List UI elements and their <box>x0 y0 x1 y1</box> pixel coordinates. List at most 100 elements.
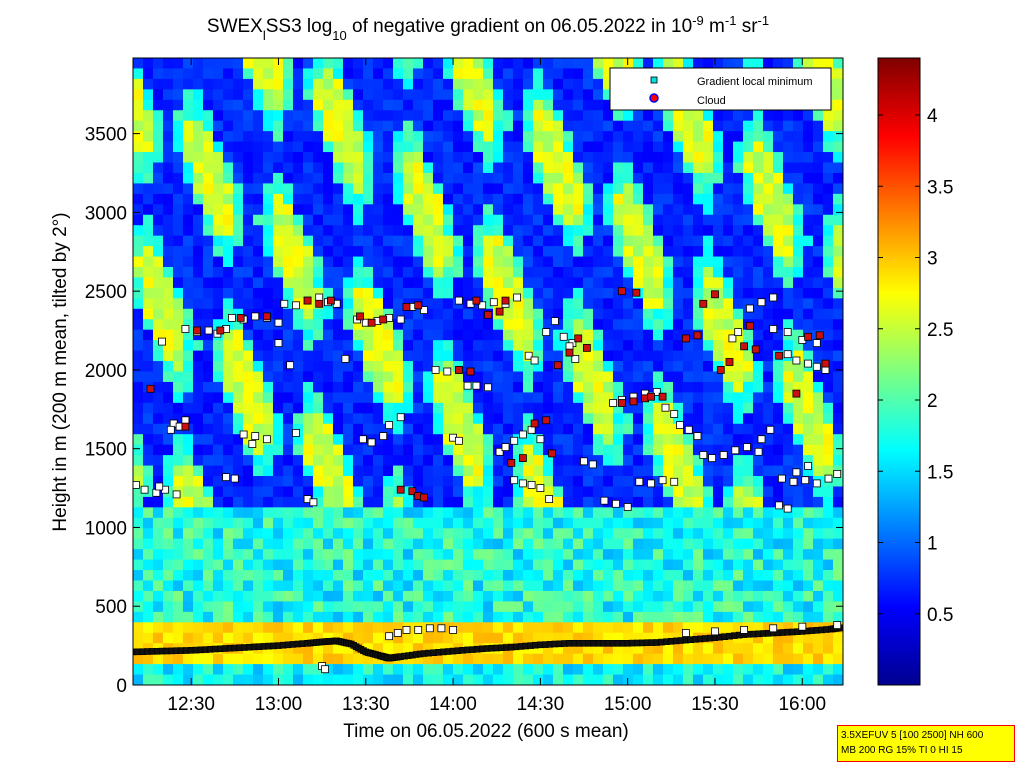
heatmap-cell <box>333 152 344 164</box>
gradient-minimum-point <box>766 425 775 434</box>
heatmap-cell <box>323 267 334 279</box>
heatmap-cell <box>423 643 434 655</box>
heatmap-cell <box>433 58 444 70</box>
x-tick-label: 13:30 <box>342 694 390 715</box>
heatmap-cell <box>193 549 204 561</box>
heatmap-cell <box>433 413 444 425</box>
heatmap-cell <box>803 371 814 383</box>
heatmap-cell <box>683 528 694 540</box>
heatmap-cell <box>553 643 564 655</box>
heatmap-cell <box>203 204 214 216</box>
heatmap-cell <box>433 319 444 331</box>
heatmap-cell <box>473 423 484 435</box>
heatmap-cell <box>263 611 274 623</box>
heatmap-cell <box>763 340 774 352</box>
heatmap-cell <box>703 172 714 184</box>
heatmap-cell <box>653 434 664 446</box>
heatmap-cell <box>393 204 404 216</box>
heatmap-cell <box>563 183 574 195</box>
heatmap-cell <box>503 674 514 685</box>
heatmap-cell <box>423 78 434 90</box>
heatmap-cell <box>373 601 384 613</box>
heatmap-cell <box>433 235 444 247</box>
heatmap-cell <box>783 58 794 70</box>
heatmap-cell <box>273 183 284 195</box>
heatmap-cell <box>343 559 354 571</box>
heatmap-cell <box>583 193 594 205</box>
heatmap-cell <box>193 538 204 550</box>
heatmap-cell <box>353 653 364 665</box>
heatmap-cell <box>243 361 254 373</box>
heatmap-cell <box>663 329 674 341</box>
heatmap-cell <box>533 674 544 685</box>
heatmap-cell <box>723 538 734 550</box>
heatmap-cell <box>173 674 184 685</box>
heatmap-cell <box>403 193 414 205</box>
heatmap-cell <box>433 611 444 623</box>
heatmap-cell <box>793 193 804 205</box>
heatmap-cell <box>243 528 254 540</box>
heatmap-cell <box>713 225 724 237</box>
heatmap-cell <box>623 413 634 425</box>
heatmap-cell <box>623 423 634 435</box>
heatmap-cell <box>723 601 734 613</box>
heatmap-cell <box>813 141 824 153</box>
heatmap-cell <box>783 256 794 268</box>
heatmap-cell <box>363 225 374 237</box>
heatmap-cell <box>623 162 634 174</box>
heatmap-cell <box>693 183 704 195</box>
heatmap-cell <box>213 601 224 613</box>
heatmap-cell <box>573 256 584 268</box>
heatmap-cell <box>533 381 544 393</box>
heatmap-cell <box>623 549 634 561</box>
heatmap-cell <box>343 423 354 435</box>
heatmap-cell <box>223 392 234 404</box>
heatmap-cell <box>373 381 384 393</box>
y-tick-label: 1500 <box>85 440 127 461</box>
heatmap-cell <box>373 611 384 623</box>
heatmap-cell <box>573 152 584 164</box>
heatmap-cell <box>583 256 594 268</box>
heatmap-cell <box>533 444 544 456</box>
heatmap-cell <box>783 277 794 289</box>
heatmap-cell <box>203 246 214 258</box>
heatmap-cell <box>313 371 324 383</box>
heatmap-cell <box>583 580 594 592</box>
heatmap-cell <box>473 549 484 561</box>
heatmap-cell <box>593 340 604 352</box>
heatmap-cell <box>613 329 624 341</box>
heatmap-cell <box>303 277 314 289</box>
heatmap-cell <box>273 664 284 676</box>
heatmap-cell <box>713 172 724 184</box>
heatmap-cell <box>193 287 204 299</box>
heatmap-cell <box>293 611 304 623</box>
heatmap-cell <box>673 277 684 289</box>
heatmap-cell <box>723 172 734 184</box>
heatmap-cell <box>273 350 284 362</box>
heatmap-cell <box>383 601 394 613</box>
heatmap-cell <box>673 267 684 279</box>
heatmap-cell <box>153 528 164 540</box>
heatmap-cell <box>363 507 374 519</box>
heatmap-cell <box>253 319 264 331</box>
heatmap-cell <box>363 392 374 404</box>
heatmap-cell <box>563 381 574 393</box>
heatmap-cell <box>833 601 843 613</box>
heatmap-cell <box>313 476 324 488</box>
heatmap-cell <box>423 204 434 216</box>
heatmap-cell <box>263 287 274 299</box>
heatmap-cell <box>453 590 464 602</box>
heatmap-cell <box>293 632 304 644</box>
heatmap-cell <box>293 183 304 195</box>
heatmap-cell <box>203 674 214 685</box>
heatmap-cell <box>473 256 484 268</box>
heatmap-cell <box>633 486 644 498</box>
heatmap-cell <box>143 78 154 90</box>
heatmap-cell <box>243 319 254 331</box>
heatmap-cell <box>323 402 334 414</box>
heatmap-cell <box>383 611 394 623</box>
heatmap-cell <box>473 277 484 289</box>
heatmap-cell <box>273 361 284 373</box>
heatmap-cell <box>473 476 484 488</box>
